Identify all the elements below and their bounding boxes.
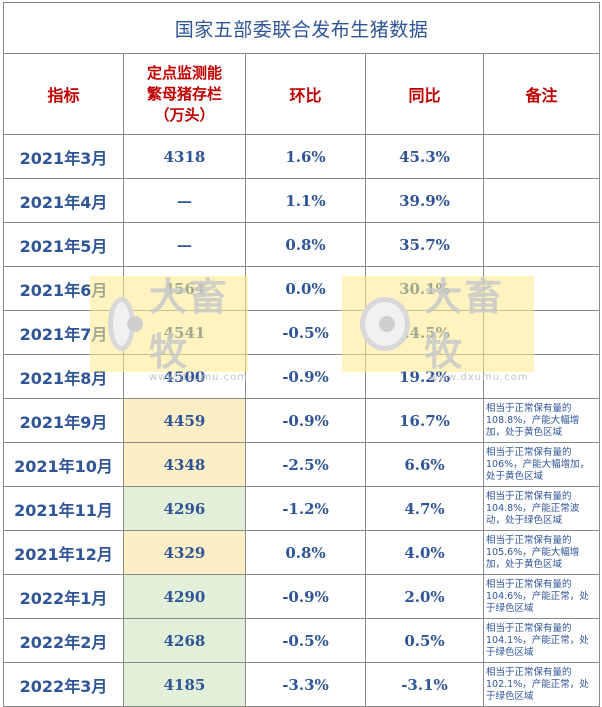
remark-cell: 相当于正常保有量的105.6%，产能大幅增加，处于黄色区域 [482, 530, 601, 575]
table-row: 2022年2月 4268 -0.5% 0.5% 相当于正常保有量的104.1%，产能正常… [3, 618, 601, 663]
header-sows: 定点监测能 繁母猪存栏 （万头） [123, 53, 246, 135]
yoy-cell: 30.1% [365, 266, 484, 311]
yoy-cell: 4.0% [365, 530, 484, 575]
sows-cell: 4564 [123, 266, 246, 311]
table-row: 2021年7月 4541 -0.5% 24.5% [3, 310, 601, 355]
month-cell: 2022年2月 [3, 618, 124, 663]
mom-cell: -0.5% [245, 618, 366, 663]
yoy-cell: 19.2% [365, 354, 484, 399]
header-sows-line2: 繁母猪存栏 [146, 84, 222, 103]
month-cell: 2021年4月 [3, 178, 124, 223]
mom-cell: -2.5% [245, 442, 366, 487]
mom-cell: 1.6% [245, 134, 366, 179]
remark-cell [482, 310, 601, 355]
yoy-cell: 39.9% [365, 178, 484, 223]
month-cell: 2022年3月 [3, 662, 124, 707]
table-row: 2021年10月 4348 -2.5% 6.6% 相当于正常保有量的106%，产能大幅增… [3, 442, 601, 487]
sows-cell: 4329 [123, 530, 246, 575]
table-row: 2021年6月 4564 0.0% 30.1% [3, 266, 601, 311]
month-cell: 2021年3月 [3, 134, 124, 179]
month-cell: 2021年9月 [3, 398, 124, 443]
remark-cell: 相当于正常保有量的104.1%，产能正常，处于绿色区域 [482, 618, 601, 663]
table-row: 2021年3月 4318 1.6% 45.3% [3, 134, 601, 179]
sows-cell: 4500 [123, 354, 246, 399]
yoy-cell: 16.7% [365, 398, 484, 443]
yoy-cell: 4.7% [365, 486, 484, 531]
month-cell: 2021年7月 [3, 310, 124, 355]
mom-cell: -3.3% [245, 662, 366, 707]
header-sows-line1: 定点监测能 [146, 63, 222, 82]
yoy-cell: 45.3% [365, 134, 484, 179]
yoy-cell: 2.0% [365, 574, 484, 619]
sows-cell: — [123, 178, 246, 223]
remark-cell [482, 222, 601, 267]
mom-cell: -1.2% [245, 486, 366, 531]
remark-cell: 相当于正常保有量的104.6%，产能正常，处于绿色区域 [482, 574, 601, 619]
month-cell: 2021年10月 [3, 442, 124, 487]
month-cell: 2022年1月 [3, 574, 124, 619]
remark-cell [482, 134, 601, 179]
month-cell: 2021年12月 [3, 530, 124, 575]
yoy-cell: 0.5% [365, 618, 484, 663]
header-mom: 环比 [245, 53, 366, 135]
sows-cell: 4296 [123, 486, 246, 531]
sows-cell: 4348 [123, 442, 246, 487]
mom-cell: 0.0% [245, 266, 366, 311]
sows-cell: 4185 [123, 662, 246, 707]
sows-cell: 4268 [123, 618, 246, 663]
table-row: 2022年3月 4185 -3.3% -3.1% 相当于正常保有量的102.1%，产能正… [3, 662, 601, 707]
month-cell: 2021年5月 [3, 222, 124, 267]
yoy-cell: 35.7% [365, 222, 484, 267]
month-cell: 2021年8月 [3, 354, 124, 399]
table-row: 2021年9月 4459 -0.9% 16.7% 相当于正常保有量的108.8%，产能大… [3, 398, 601, 443]
header-indicator: 指标 [3, 53, 124, 135]
yoy-cell: -3.1% [365, 662, 484, 707]
remark-cell: 相当于正常保有量的102.1%，产能正常，处于绿色区域 [482, 662, 601, 707]
month-cell: 2021年11月 [3, 486, 124, 531]
table-row: 2021年8月 4500 -0.9% 19.2% [3, 354, 601, 399]
remark-cell: 相当于正常保有量的108.8%，产能大幅增加，处于黄色区域 [482, 398, 601, 443]
mom-cell: -0.5% [245, 310, 366, 355]
remark-cell [482, 178, 601, 223]
table-row: 2021年12月 4329 0.8% 4.0% 相当于正常保有量的105.6%，产能大幅… [3, 530, 601, 575]
remark-cell: 相当于正常保有量的104.8%，产能正常波动，处于绿色区域 [482, 486, 601, 531]
sows-cell: 4318 [123, 134, 246, 179]
mom-cell: -0.9% [245, 574, 366, 619]
remark-cell [482, 354, 601, 399]
table-title: 国家五部委联合发布生猪数据 [2, 2, 601, 54]
table-row: 2021年4月 —1.1% 39.9% [3, 178, 601, 223]
mom-cell: 0.8% [245, 222, 366, 267]
remark-cell: 相当于正常保有量的106%，产能大幅增加，处于黄色区域 [482, 442, 601, 487]
yoy-cell: 6.6% [365, 442, 484, 487]
header-remark: 备注 [482, 53, 601, 135]
table-row: 2021年5月 —0.8% 35.7% [3, 222, 601, 267]
remark-cell [482, 266, 601, 311]
table-row: 2022年1月 4290 -0.9% 2.0% 相当于正常保有量的104.6%，产能正常… [3, 574, 601, 619]
header-sows-line3: （万头） [154, 105, 215, 124]
mom-cell: 0.8% [245, 530, 366, 575]
header-yoy: 同比 [365, 53, 484, 135]
table-row: 2021年11月 4296 -1.2% 4.7% 相当于正常保有量的104.8%，产能正… [3, 486, 601, 531]
mom-cell: -0.9% [245, 398, 366, 443]
mom-cell: 1.1% [245, 178, 366, 223]
sows-cell: 4541 [123, 310, 246, 355]
sows-cell: 4459 [123, 398, 246, 443]
sows-cell: 4290 [123, 574, 246, 619]
yoy-cell: 24.5% [365, 310, 484, 355]
sows-cell: — [123, 222, 246, 267]
month-cell: 2021年6月 [3, 266, 124, 311]
mom-cell: -0.9% [245, 354, 366, 399]
